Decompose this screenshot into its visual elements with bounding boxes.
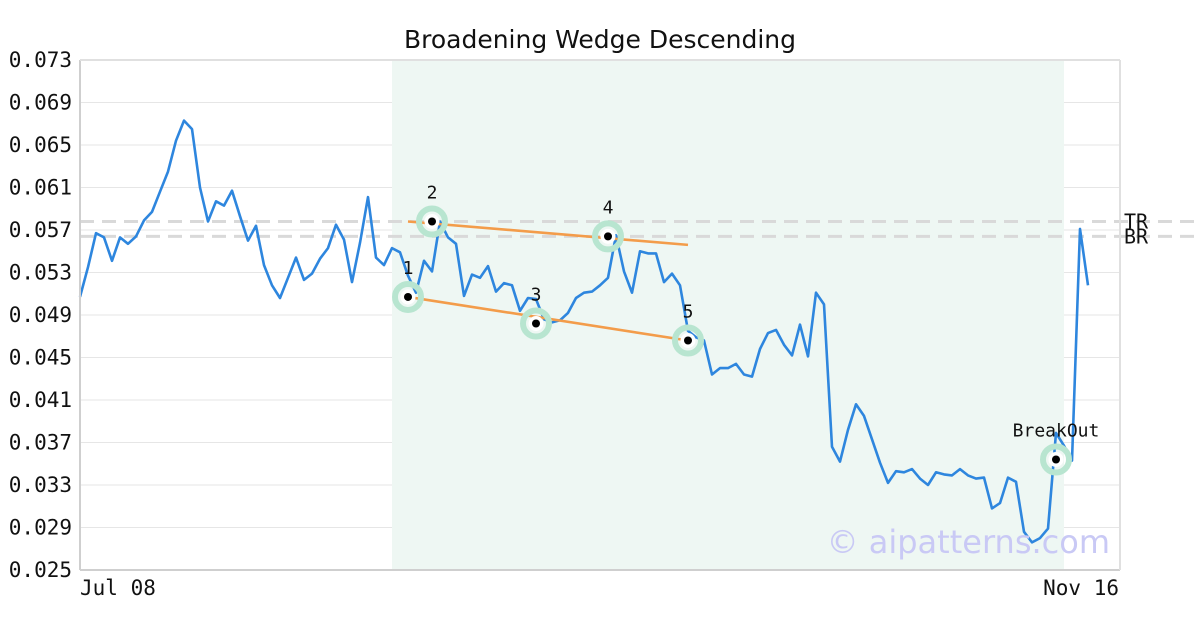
upper-trend-line [407, 220, 689, 247]
pattern-point-label-5: 5 [683, 302, 694, 323]
watermark: © aipatterns.com [827, 523, 1110, 561]
y-tick-label: 0.037 [9, 431, 72, 455]
y-tick-label: 0.033 [9, 473, 72, 497]
pattern-region-layer [392, 60, 1064, 570]
y-tick-label: 0.065 [9, 133, 72, 157]
pattern-point-label-3: 3 [531, 285, 542, 306]
pattern-point-dot-5 [684, 336, 692, 345]
axis-layer: 0.025 0.029 0.033 0.037 0.041 0.045 0.049 0.053… [9, 48, 1121, 600]
pattern-point-halo-5 [672, 324, 704, 357]
pattern-point-halo-4 [592, 220, 624, 253]
y-tick-label: 0.029 [9, 516, 72, 540]
chart-title: Broadening Wedge Descending [404, 25, 796, 54]
y-tick-label: 0.073 [9, 48, 72, 72]
y-tick-label: 0.061 [9, 176, 72, 200]
pattern-point-dot-2 [428, 217, 436, 226]
pattern-point-label-1: 1 [403, 258, 414, 279]
pattern-point-label-2: 2 [427, 183, 438, 204]
pattern-point-dot-1 [404, 292, 412, 301]
y-tick-label: 0.045 [9, 346, 72, 370]
y-tick-label: 0.053 [9, 261, 72, 285]
pattern-point-label-breakout: BreakOut [1013, 421, 1100, 442]
pattern-point-dot-3 [532, 319, 540, 328]
y-tick-label: 0.025 [9, 558, 72, 582]
pattern-point-dot-breakout [1052, 455, 1060, 464]
pattern-point-halo-3 [520, 307, 552, 340]
y-tick-label: 0.049 [9, 303, 72, 327]
x-tick-label: Nov 16 [1043, 576, 1119, 600]
reference-label-tr: TR [1124, 210, 1149, 234]
pattern-point-dot-4 [604, 232, 612, 241]
reference-label-br: BR [1124, 224, 1149, 248]
price-series-line [78, 119, 1090, 544]
y-tick-label: 0.041 [9, 388, 72, 412]
pattern-point-halo-1 [392, 280, 424, 313]
x-tick-label: Jul 08 [80, 576, 156, 600]
price-series-layer [78, 119, 1090, 544]
pattern-point-halo-2 [416, 205, 448, 238]
y-tick-label: 0.069 [9, 91, 72, 115]
pattern-point-halo-breakout [1040, 443, 1072, 476]
pattern-region [392, 60, 1064, 570]
pattern-points-layer: 1 2 3 4 5 BreakOut [392, 183, 1100, 476]
y-tick-label: 0.057 [9, 218, 72, 242]
pattern-point-label-4: 4 [603, 197, 614, 218]
